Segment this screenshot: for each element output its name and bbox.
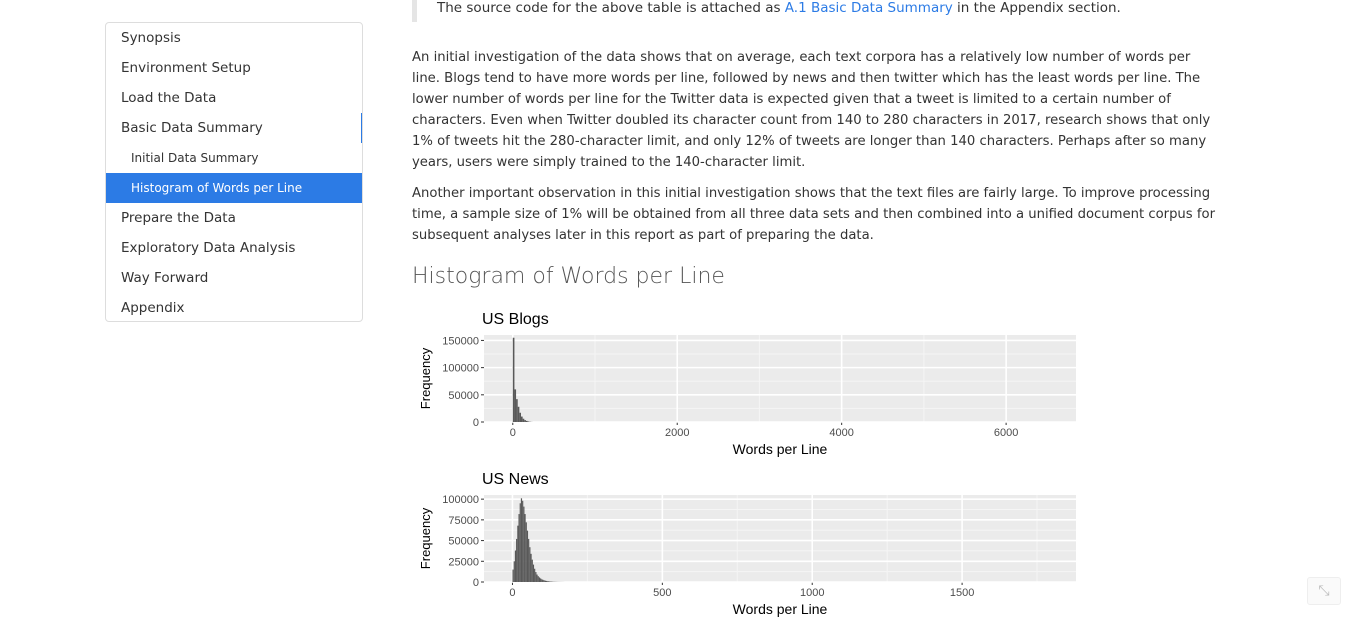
us-news-histogram-bar xyxy=(542,579,544,582)
us-news-chart-title: US News xyxy=(482,471,549,488)
collapse-arrows-icon[interactable]: ⤡ xyxy=(1307,577,1341,605)
section-heading: Histogram of Words per Line xyxy=(412,264,725,289)
us-news-histogram-bar xyxy=(544,580,547,582)
histogram-us-blogs-svg: US Blogs 0 2000 4000 6000 0 50000 100000 150000 W… xyxy=(418,311,1076,457)
us-blogs-histogram-bar xyxy=(514,389,517,422)
us-news-x-tick-label: 500 xyxy=(653,587,671,599)
note-suffix: in the Appendix section. xyxy=(952,0,1121,16)
note-prefix: The source code for the above table is a… xyxy=(437,0,785,16)
us-blogs-chart-title: US Blogs xyxy=(482,311,549,328)
toc-item-load-the-data[interactable]: Load the Data xyxy=(121,90,217,106)
us-news-histogram-bar xyxy=(526,530,529,582)
us-news-y-tick-label: 50000 xyxy=(448,536,479,548)
us-news-histogram-bar xyxy=(516,538,518,582)
us-blogs-histogram-bar xyxy=(512,337,515,422)
source-code-note: The source code for the above table is a… xyxy=(412,0,1172,22)
us-news-histogram-bar xyxy=(517,525,519,582)
us-news-histogram-bar xyxy=(520,498,523,582)
us-news-plot-panel xyxy=(484,495,1076,582)
toc-item-way-forward[interactable]: Way Forward xyxy=(121,270,209,286)
us-blogs-x-tick-label: 2000 xyxy=(665,427,689,439)
toc-item-exploratory-data-analysis[interactable]: Exploratory Data Analysis xyxy=(121,240,296,256)
us-blogs-histogram-bar xyxy=(522,418,525,422)
us-blogs-y-tick-label: 100000 xyxy=(442,363,479,375)
us-blogs-histogram-bar xyxy=(527,421,530,422)
us-blogs-x-tick-label: 0 xyxy=(510,427,516,439)
histogram-us-news: US News 0 500 1000 1500 0 25000 50000 75000 10000… xyxy=(414,465,1084,620)
toc-item-basic-data-summary[interactable]: Basic Data Summary xyxy=(106,113,362,143)
us-blogs-x-tick-label: 4000 xyxy=(829,427,853,439)
us-news-histogram-bar xyxy=(524,514,526,582)
us-blogs-x-axis-label: Words per Line xyxy=(733,441,828,457)
us-blogs-y-axis-label: Frequency xyxy=(418,347,433,409)
us-news-x-tick-label: 1500 xyxy=(950,587,974,599)
us-blogs-y-tick-label: 50000 xyxy=(448,390,479,402)
us-news-histogram-bar xyxy=(535,572,537,582)
us-news-x-tick-label: 1000 xyxy=(800,587,824,599)
us-news-histogram-bar xyxy=(541,579,543,582)
us-news-histogram-bar xyxy=(529,547,531,582)
us-blogs-histogram-bar xyxy=(517,406,520,422)
toc-item-histogram-active[interactable]: Histogram of Words per Line xyxy=(106,173,362,203)
us-blogs-y-tick-label: 0 xyxy=(473,417,479,429)
us-news-histogram-bar xyxy=(518,514,520,582)
histogram-us-blogs: US Blogs 0 2000 4000 6000 0 50000 100000 150000 W… xyxy=(414,305,1084,460)
us-news-x-tick-label: 0 xyxy=(509,587,515,599)
us-blogs-y-tick-label: 150000 xyxy=(442,335,479,347)
us-blogs-plot-panel xyxy=(484,335,1076,422)
us-news-histogram-bar xyxy=(525,522,527,582)
us-news-histogram-bar xyxy=(540,578,542,582)
us-news-histogram-bar xyxy=(547,581,549,582)
us-news-histogram-bar xyxy=(537,576,539,582)
us-blogs-histogram-bar xyxy=(524,420,526,422)
us-news-histogram-bar xyxy=(532,564,535,582)
us-news-histogram-bar xyxy=(546,580,548,582)
us-news-x-axis-label: Words per Line xyxy=(733,601,828,617)
us-news-histogram-bar xyxy=(519,503,521,582)
paragraph-words-per-line: An initial investigation of the data sho… xyxy=(412,50,1211,170)
us-blogs-histogram-bar xyxy=(525,420,528,422)
toc-item-synopsis[interactable]: Synopsis xyxy=(121,30,181,46)
us-news-histogram-bar xyxy=(543,580,545,582)
toc-item-appendix[interactable]: Appendix xyxy=(121,300,185,316)
us-news-y-tick-label: 25000 xyxy=(448,556,479,568)
us-news-y-tick-label: 100000 xyxy=(442,494,479,506)
toc-item-environment-setup[interactable]: Environment Setup xyxy=(121,60,251,76)
us-news-y-tick-label: 75000 xyxy=(448,515,479,527)
histogram-us-news-svg: US News 0 500 1000 1500 0 25000 50000 75000 10000… xyxy=(418,471,1076,617)
us-blogs-histogram-bar xyxy=(521,416,523,422)
us-news-y-axis-label: Frequency xyxy=(418,507,433,569)
toc-item-prepare-the-data[interactable]: Prepare the Data xyxy=(121,210,236,226)
appendix-link[interactable]: A.1 Basic Data Summary xyxy=(784,0,953,16)
us-news-histogram-bar xyxy=(522,500,524,582)
table-of-contents: Synopsis Environment Setup Load the Data… xyxy=(105,22,363,322)
us-news-histogram-bar xyxy=(538,577,541,582)
us-news-histogram-bar xyxy=(528,538,530,582)
us-blogs-x-tick-label: 6000 xyxy=(994,427,1018,439)
us-news-histogram-bar xyxy=(512,569,514,582)
us-news-histogram-bar xyxy=(548,581,550,582)
us-blogs-histogram-bar xyxy=(519,412,521,422)
us-news-y-tick-label: 0 xyxy=(473,577,479,589)
us-news-histogram-bar xyxy=(531,559,533,582)
toc-item-initial-data-summary[interactable]: Initial Data Summary xyxy=(131,151,259,165)
us-news-histogram-bar xyxy=(530,553,532,582)
us-news-histogram-bar xyxy=(523,506,525,582)
us-news-histogram-bar xyxy=(513,561,515,582)
us-news-histogram-bar xyxy=(514,550,517,582)
us-news-histogram-bar xyxy=(536,574,538,582)
us-blogs-histogram-bar xyxy=(516,399,518,422)
paragraph-file-size: Another important observation in this in… xyxy=(412,186,1215,243)
us-news-histogram-bar xyxy=(534,568,536,582)
